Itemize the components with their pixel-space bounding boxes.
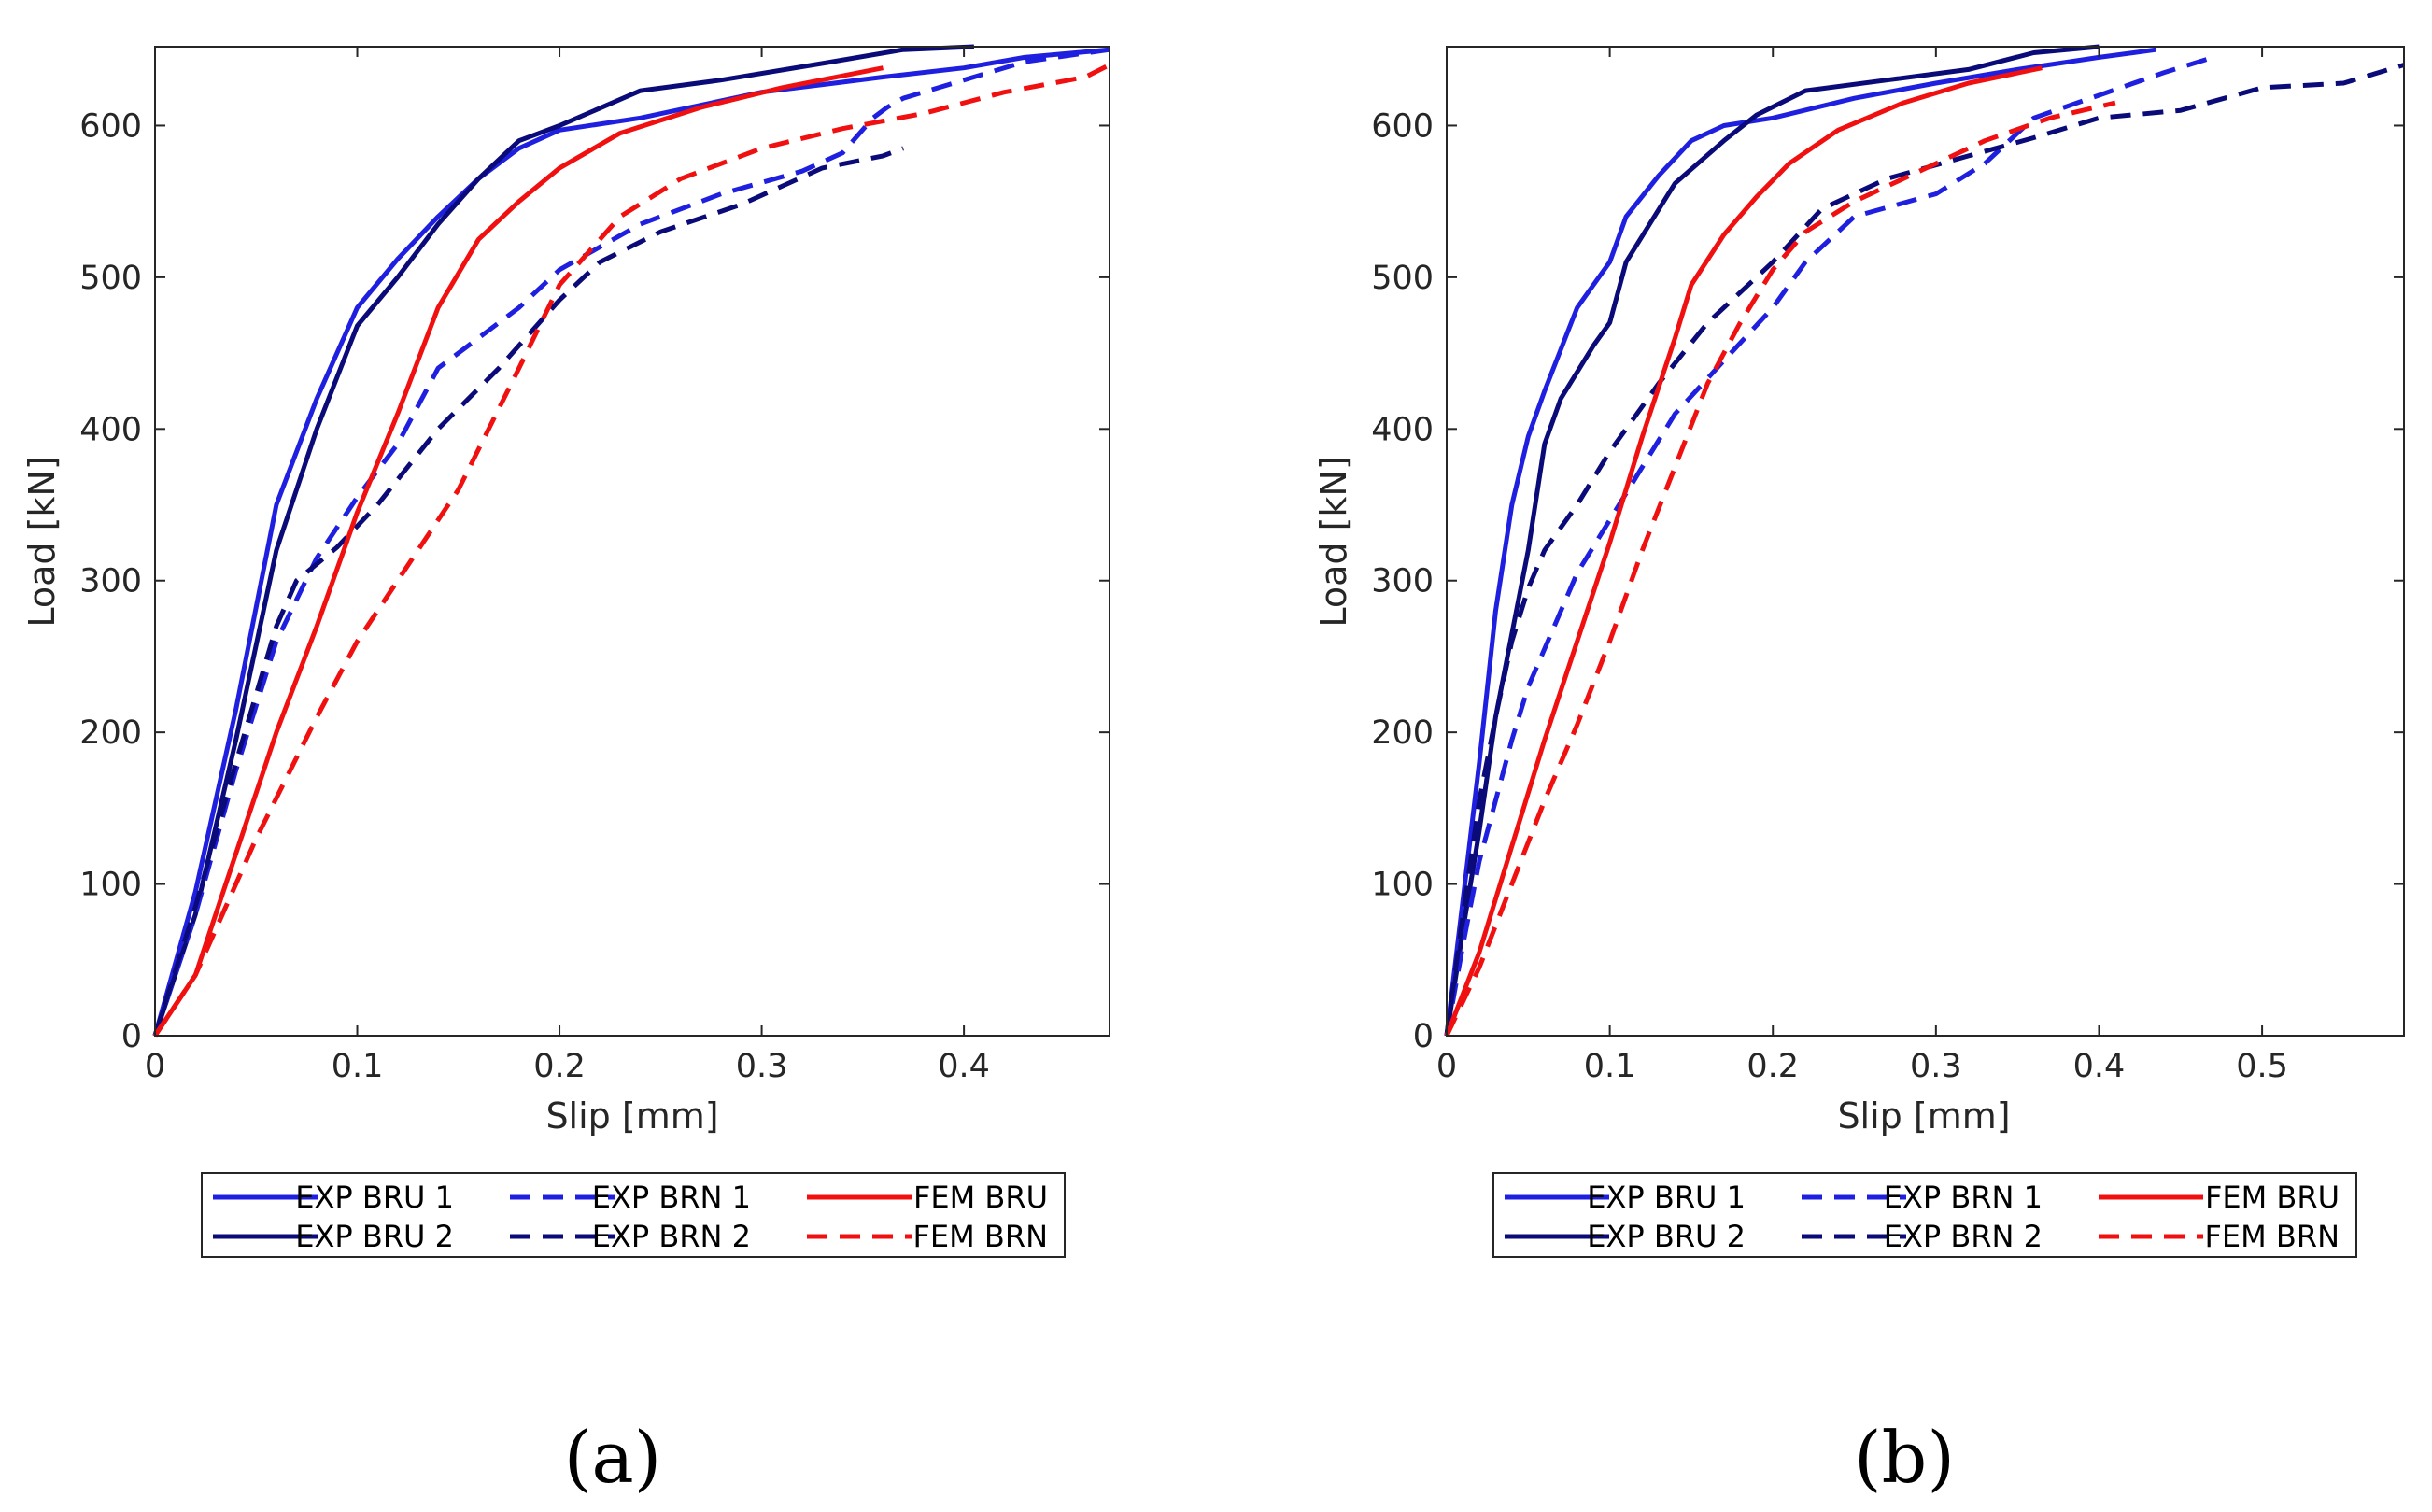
x-tick-label: 0: [145, 1048, 165, 1085]
series-line-exp-bru-2-a: [152, 44, 975, 1037]
series-line-exp-brn-2-a: [152, 146, 904, 1037]
y-axis-ticks-b: 0 100 200 300 400 500 600: [1371, 107, 2404, 1055]
x-axis-ticks-a: 0 0.1 0.2 0.3 0.4: [145, 47, 990, 1085]
series-line-exp-brn-1-a: [152, 47, 1110, 1037]
series-line-fem-brn-a: [152, 63, 1111, 1038]
legend-label-fem-brn-b: FEM BRN: [2204, 1219, 2340, 1254]
legend-label-exp-bru-1-a: EXP BRU 1: [295, 1180, 454, 1215]
y-axis-ticks-a: 0 100 200 300 400 500 600: [79, 107, 1110, 1055]
series-line-exp-brn-2-b: [1444, 63, 2405, 1037]
y-tick-label: 300: [79, 563, 142, 601]
y-tick-label: 100: [79, 867, 142, 904]
chart-panel-a: 0 0.1 0.2 0.3 0.4 0 100 200 300 400 500 600 Slip […: [21, 44, 1111, 1499]
y-axis-label-a: Load [kN]: [21, 456, 63, 627]
legend-label-fem-brn-a: FEM BRN: [912, 1219, 1048, 1254]
legend-box-a: [201, 1172, 1066, 1258]
y-tick-label: 200: [1371, 714, 1434, 752]
series-line-fem-bru-b: [1444, 65, 2043, 1037]
legend-label-exp-brn-1-a: EXP BRN 1: [592, 1180, 751, 1215]
chart-panel-b: 0 0.1 0.2 0.3 0.4 0.5 0 100 200 300 400 500 600 Sli…: [1313, 44, 2405, 1499]
legend-a: EXP BRU 1 EXP BRU 2 EXP BRN 1 EXP BRN 2 FEM …: [201, 1172, 1066, 1258]
plot-frame-a: [154, 46, 1110, 1037]
y-tick-label: 500: [79, 260, 142, 297]
y-tick-label: 200: [79, 714, 142, 752]
y-tick-label: 300: [1371, 563, 1434, 601]
legend-box-b: [1492, 1172, 2357, 1258]
y-tick-label: 400: [1371, 411, 1434, 448]
series-line-exp-bru-2-b: [1444, 44, 2100, 1037]
x-tick-label: 0.4: [938, 1048, 990, 1085]
panel-label-b: (b): [1854, 1416, 1955, 1499]
y-tick-label: 100: [1371, 867, 1434, 904]
x-tick-label: 0.2: [533, 1048, 586, 1085]
legend-label-exp-brn-2-b: EXP BRN 2: [1884, 1219, 2043, 1254]
x-axis-label-a: Slip [mm]: [545, 1095, 718, 1137]
y-tick-label: 400: [79, 411, 142, 448]
y-axis-label-b: Load [kN]: [1313, 456, 1354, 627]
legend-b: EXP BRU 1 EXP BRU 2 EXP BRN 1 EXP BRN 2 FEM …: [1492, 1172, 2357, 1258]
x-axis-ticks-b: 0 0.1 0.2 0.3 0.4 0.5: [1436, 47, 2288, 1085]
plot-frame-b: [1446, 46, 2405, 1037]
legend-label-fem-bru-a: FEM BRU: [913, 1180, 1048, 1215]
x-axis-label-b: Slip [mm]: [1837, 1095, 2010, 1137]
legend-label-exp-bru-2-b: EXP BRU 2: [1587, 1219, 1746, 1254]
y-tick-label: 0: [1413, 1018, 1434, 1055]
y-tick-label: 0: [121, 1018, 142, 1055]
legend-label-exp-brn-1-b: EXP BRN 1: [1884, 1180, 2043, 1215]
x-tick-label: 0.3: [1910, 1048, 1962, 1085]
legend-label-exp-brn-2-a: EXP BRN 2: [592, 1219, 751, 1254]
legend-label-fem-bru-b: FEM BRU: [2205, 1180, 2340, 1215]
plot-curves-a: [152, 44, 1111, 1038]
plot-curves-b: [1444, 44, 2405, 1038]
x-tick-label: 0.1: [332, 1048, 384, 1085]
panel-label-a: (a): [564, 1416, 662, 1499]
series-line-fem-bru-a: [152, 65, 884, 1038]
series-line-exp-bru-1-a: [152, 47, 1110, 1037]
x-tick-label: 0.5: [2236, 1048, 2288, 1085]
x-tick-label: 0.1: [1584, 1048, 1636, 1085]
x-tick-label: 0.3: [736, 1048, 788, 1085]
x-tick-label: 0.4: [2073, 1048, 2126, 1085]
series-line-fem-brn-b: [1444, 100, 2116, 1038]
legend-label-exp-bru-2-a: EXP BRU 2: [295, 1219, 454, 1254]
y-tick-label: 600: [1371, 107, 1434, 145]
series-line-exp-bru-1-b: [1444, 47, 2156, 1037]
x-tick-label: 0.2: [1746, 1048, 1799, 1085]
legend-label-exp-bru-1-b: EXP BRU 1: [1587, 1180, 1746, 1215]
series-line-exp-brn-1-b: [1444, 55, 2214, 1037]
y-tick-label: 500: [1371, 260, 1434, 297]
y-tick-label: 600: [79, 107, 142, 145]
x-tick-label: 0: [1436, 1048, 1457, 1085]
